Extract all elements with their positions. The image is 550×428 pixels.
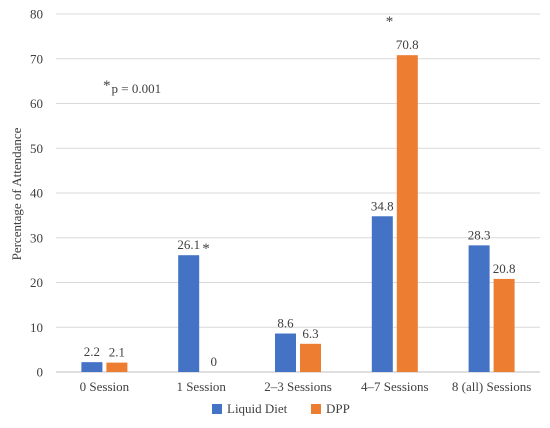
significance-star-4-7-sessions: * [386, 14, 394, 30]
y-tick-10: 10 [30, 320, 43, 335]
x-tick-4-7-sessions: 4–7 Sessions [361, 379, 429, 394]
x-axis-categories: 0 Session 1 Session 2–3 Sessions 4–7 Sessio… [80, 379, 532, 394]
y-tick-50: 50 [30, 141, 43, 156]
bar-dpp-8-all-sessions [493, 278, 515, 372]
bar-dpp-4-7-sessions [396, 55, 418, 373]
p-value-annotation: *p = 0.001 [103, 78, 161, 96]
data-label-dpp-2-3-sessions: 6.3 [302, 326, 318, 341]
bar-liquid-diet-1-session [178, 255, 200, 372]
y-tick-40: 40 [30, 186, 43, 201]
bar-liquid-diet-8-all-sessions [468, 245, 490, 372]
bar-liquid-diet-2-3-sessions [275, 333, 296, 372]
y-tick-30: 30 [30, 230, 43, 245]
y-tick-60: 60 [30, 96, 43, 111]
x-tick-2-3-sessions: 2–3 Sessions [264, 379, 332, 394]
data-label-liquid-diet-8-all-sessions: 28.3 [468, 227, 491, 242]
bar-liquid-diet-0-session [81, 362, 103, 372]
y-tick-70: 70 [30, 51, 43, 66]
data-label-liquid-diet-4-7-sessions: 34.8 [371, 198, 394, 213]
bars [81, 55, 515, 373]
y-tick-0: 0 [37, 365, 44, 380]
data-labels: 2.2 2.1 26.1 0 8.6 6.3 34.8 70.8 28.3 20.8 [84, 37, 516, 369]
data-label-dpp-8-all-sessions: 20.8 [493, 261, 516, 276]
bar-dpp-2-3-sessions [300, 343, 321, 372]
bar-liquid-diet-4-7-sessions [371, 216, 393, 372]
data-label-dpp-0-session: 2.1 [109, 345, 125, 360]
legend-swatch-liquid-diet [212, 404, 222, 414]
data-label-liquid-diet-0-session: 2.2 [84, 344, 100, 359]
data-label-dpp-1-session: 0 [210, 354, 217, 369]
data-label-liquid-diet-1-session: 26.1 [177, 237, 200, 252]
y-tick-80: 80 [30, 7, 43, 22]
annotation-text: p = 0.001 [112, 81, 162, 96]
x-tick-0-session: 0 Session [80, 379, 130, 394]
legend-label-liquid-diet: Liquid Diet [227, 401, 288, 416]
significance-markers: ** [202, 14, 393, 257]
data-label-dpp-4-7-sessions: 70.8 [396, 37, 419, 52]
bar-dpp-0-session [106, 362, 128, 372]
annotation-star: * [103, 78, 111, 94]
legend-swatch-dpp [311, 404, 321, 414]
legend-label-dpp: DPP [326, 401, 350, 416]
y-tick-20: 20 [30, 275, 43, 290]
x-tick-8-all-sessions: 8 (all) Sessions [452, 379, 531, 394]
y-axis-label: Percentage of Attendance [9, 127, 24, 260]
y-axis-ticks: 0 10 20 30 40 50 60 70 80 [30, 7, 43, 380]
significance-star-1-session: * [202, 241, 210, 257]
x-tick-1-session: 1 Session [176, 379, 226, 394]
data-label-liquid-diet-2-3-sessions: 8.6 [277, 316, 294, 331]
legend: Liquid Diet DPP [212, 401, 350, 416]
gridlines [56, 13, 540, 328]
